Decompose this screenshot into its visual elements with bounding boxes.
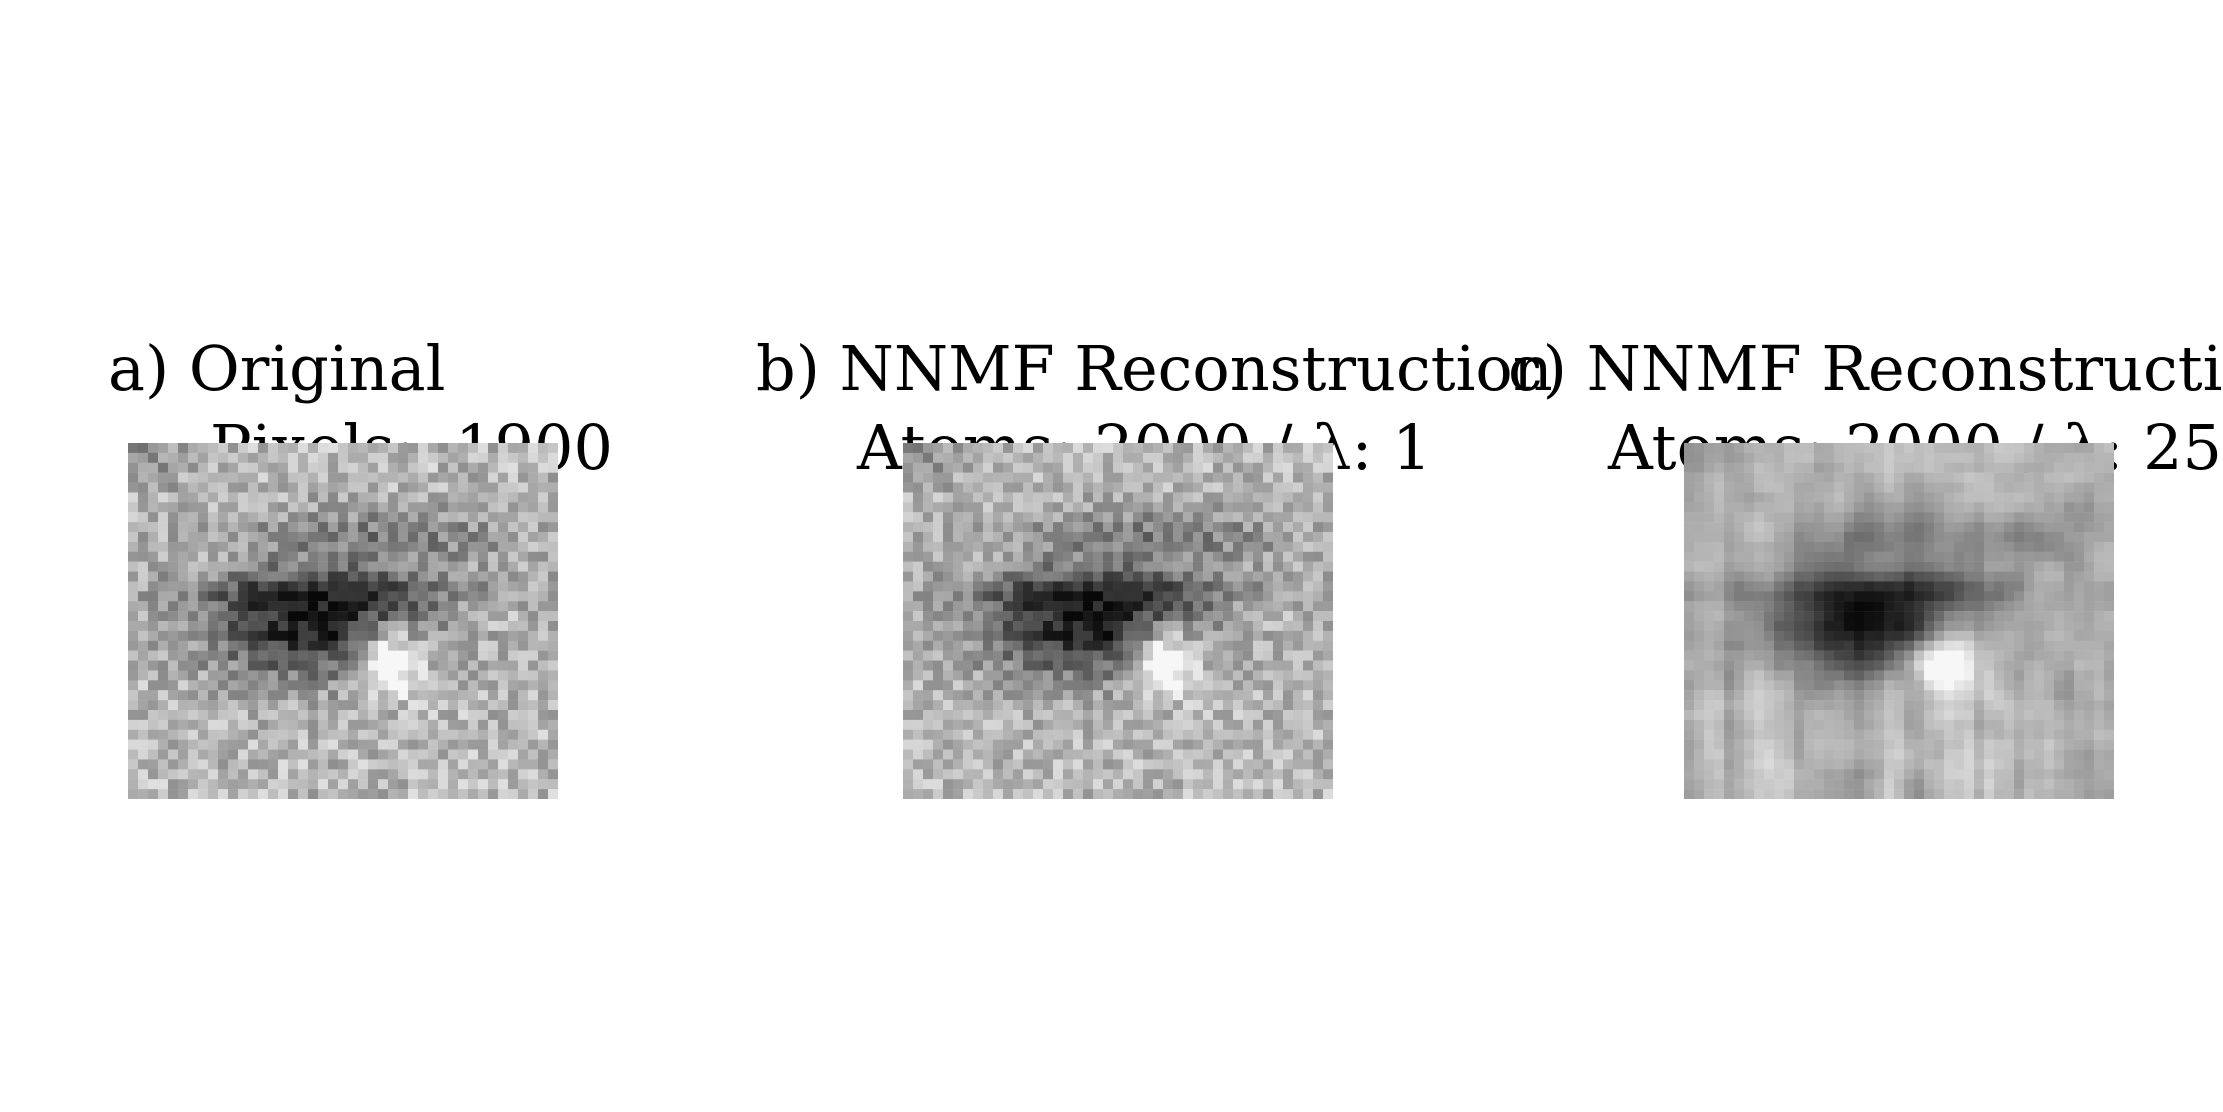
panel-a-title-block: a) Original (108, 214, 445, 524)
original-eye-image (128, 443, 558, 799)
panel-b-title: b) NNMF Reconstruction (756, 332, 1553, 405)
reconstruction-lambda-1-image (903, 443, 1333, 799)
panel-c-title: c) NNMF Reconstruction (1508, 332, 2223, 405)
panel-c-title-block: c) NNMF Reconstruction (1508, 214, 2223, 524)
reconstruction-lambda-25-image (1684, 443, 2114, 799)
panel-a-title: a) Original (108, 332, 446, 405)
panel-b-title-block: b) NNMF Reconstruction (756, 214, 1553, 524)
